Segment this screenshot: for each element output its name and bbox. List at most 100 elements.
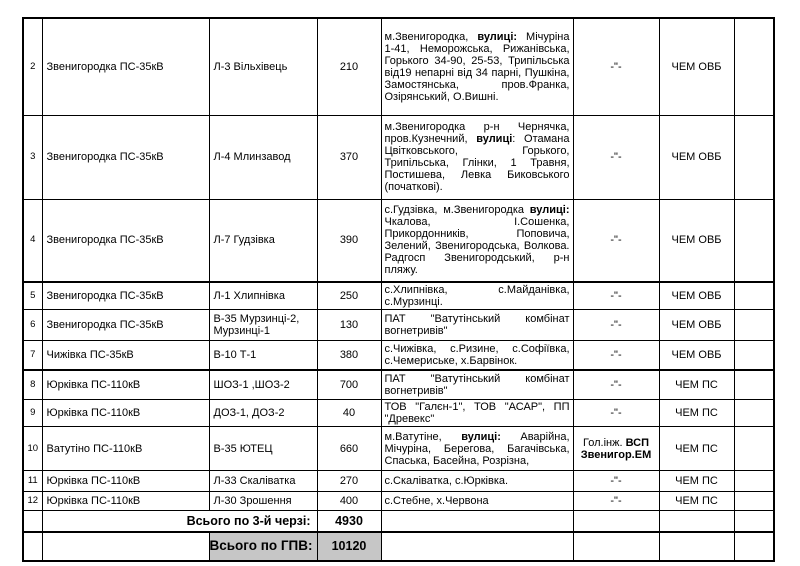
line-name-cell: В-10 Т-1 <box>208 340 318 370</box>
row-number: 10 <box>22 426 43 471</box>
substation-cell: Звенигородка ПС-35кВ <box>41 281 210 310</box>
table-row: 6 Звенигородка ПС-35кВ В-35 Мурзинці-2, … <box>22 309 775 341</box>
description-cell: с.Стебне, х.Червона <box>380 491 574 511</box>
length-cell: 40 <box>316 399 382 427</box>
responsible-cell: -"- <box>572 198 660 283</box>
responsible-text: -"- <box>610 319 622 331</box>
length-cell: 210 <box>316 17 382 116</box>
substation-cell: Звенигородка ПС-35кВ <box>41 17 210 116</box>
row-number: 9 <box>22 399 43 427</box>
extra-cell <box>733 426 775 471</box>
unit-cell: ЧЕМ ПС <box>658 426 735 471</box>
table-row: 2 Звенигородка ПС-35кВ Л-3 Вільхівець 21… <box>22 17 775 116</box>
description-cell-empty <box>380 510 574 532</box>
description-text: с.Чижівка, с.Ризине, с.Софіївка, с.Чемер… <box>384 342 570 367</box>
extra-cell <box>733 340 775 370</box>
power-lines-table: 2 Звенигородка ПС-35кВ Л-3 Вільхівець 21… <box>22 17 775 562</box>
table-row: 4 Звенигородка ПС-35кВ Л-7 Гудзівка 390 … <box>22 198 775 283</box>
substation-cell: Юрківка ПС-110кВ <box>41 399 210 427</box>
row-number: 12 <box>22 491 43 511</box>
description-bold-text: вулиці: <box>461 430 501 443</box>
description-bold-text: вулиці: <box>529 204 570 217</box>
description-cell: ПАТ "Ватутінський комбінат вогнетривів" <box>380 368 574 400</box>
responsible-cell: -"- <box>572 114 660 200</box>
description-cell: м.Звенигородка р-н Чернячка, пров.Кузнеч… <box>380 114 574 200</box>
line-name-cell: Л-1 Хлипнівка <box>208 281 318 310</box>
row-number: 3 <box>22 114 43 200</box>
description-text: м.Ватутіне, <box>384 430 462 443</box>
substation-cell: Юрківка ПС-110кВ <box>41 491 210 511</box>
description-bold-text: вулиці <box>476 133 513 145</box>
length-cell: 270 <box>316 470 382 492</box>
total-row-3rd-stage: Всього по 3-й черзі: 4930 <box>22 510 775 532</box>
length-cell: 400 <box>316 491 382 511</box>
responsible-cell: -"- <box>572 281 660 310</box>
description-cell: м.Звенигородка, вулиці: Мічуріна 1-41, Н… <box>380 17 574 116</box>
responsible-cell: -"- <box>572 470 660 492</box>
num-cell-empty <box>22 530 43 561</box>
unit-cell: ЧЕМ ОВБ <box>658 309 735 341</box>
line-name-cell: В-35 Мурзинці-2, Мурзинці-1 <box>208 309 318 341</box>
responsible-cell: -"- <box>572 399 660 427</box>
extra-cell <box>733 281 775 310</box>
responsible-text: -"- <box>610 475 622 487</box>
responsible-cell-empty <box>572 510 660 532</box>
extra-cell <box>733 470 775 492</box>
unit-cell: ЧЕМ ПС <box>658 470 735 492</box>
description-text: ТОВ "Галєн-1", ТОВ "АСАР", ПП "Древекс" <box>384 401 570 425</box>
responsible-cell: -"- <box>572 368 660 400</box>
unit-cell-empty <box>658 530 735 561</box>
row-number: 5 <box>22 281 43 310</box>
line-name-cell: ШОЗ-1 ,ШОЗ-2 <box>208 368 318 400</box>
responsible-text: Гол.інж. <box>583 436 626 449</box>
table-row: 8 Юрківка ПС-110кВ ШОЗ-1 ,ШОЗ-2 700 ПАТ … <box>22 368 775 400</box>
description-bold-text: вулиці: <box>477 30 518 43</box>
responsible-text: -"- <box>610 378 622 391</box>
description-cell: с.Хлипнівка, с.Майданівка, с.Мурзинці. <box>380 281 574 310</box>
row-number: 2 <box>22 17 43 116</box>
length-cell: 130 <box>316 309 382 341</box>
responsible-text: -"- <box>610 348 622 361</box>
line-name-cell: Л-30 Зрошення <box>208 491 318 511</box>
length-cell: 380 <box>316 340 382 370</box>
description-text: : Отамана Цвітковського, Горького, Трипі… <box>384 133 570 193</box>
extra-cell <box>733 368 775 400</box>
table-row: 3 Звенигородка ПС-35кВ Л-4 Млинзавод 370… <box>22 114 775 200</box>
line-name-cell: ДОЗ-1, ДОЗ-2 <box>208 399 318 427</box>
substation-cell: Звенигородка ПС-35кВ <box>41 198 210 283</box>
description-cell: с.Чижівка, с.Ризине, с.Софіївка, с.Чемер… <box>380 340 574 370</box>
responsible-text: -"- <box>610 495 622 507</box>
total-value: 4930 <box>316 510 382 532</box>
responsible-cell-empty <box>572 530 660 561</box>
length-cell: 370 <box>316 114 382 200</box>
extra-cell <box>733 198 775 283</box>
total-label: Всього по 3-й черзі: <box>41 510 318 532</box>
unit-cell: ЧЕМ ОВБ <box>658 17 735 116</box>
description-text: с.Хлипнівка, с.Майданівка, с.Мурзинці. <box>384 284 570 308</box>
length-cell: 250 <box>316 281 382 310</box>
table-row: 10 Ватутіно ПС-110кВ В-35 ЮТЕЦ 660 м.Ват… <box>22 426 775 471</box>
unit-cell: ЧЕМ ОВБ <box>658 114 735 200</box>
unit-cell: ЧЕМ ПС <box>658 368 735 400</box>
total-label: Всього по ГПВ: <box>208 530 318 561</box>
description-text: с.Стебне, х.Червона <box>384 495 489 507</box>
unit-cell: ЧЕМ ОВБ <box>658 198 735 283</box>
description-cell: с.Скаліватка, с.Юрківка. <box>380 470 574 492</box>
description-text: м.Звенигородка р-н Чернячка, пров.Кузнеч… <box>384 121 570 145</box>
extra-cell <box>733 530 775 561</box>
responsible-text: -"- <box>610 151 622 163</box>
description-text: Мічуріна 1-41, Неморожська, Рижанівська,… <box>384 30 570 103</box>
num-cell-empty <box>22 510 43 532</box>
substation-cell: Ватутіно ПС-110кВ <box>41 426 210 471</box>
extra-cell <box>733 17 775 116</box>
extra-cell <box>733 309 775 341</box>
description-text: Аварійна, Мічуріна, Берегова, Багачівськ… <box>384 430 570 467</box>
substation-cell: Звенигородка ПС-35кВ <box>41 309 210 341</box>
responsible-cell: -"- <box>572 17 660 116</box>
responsible-text: -"- <box>610 60 622 73</box>
description-cell-empty <box>380 530 574 561</box>
unit-cell: ЧЕМ ПС <box>658 399 735 427</box>
unit-cell: ЧЕМ ПС <box>658 491 735 511</box>
unit-cell: ЧЕМ ОВБ <box>658 340 735 370</box>
substation-cell: Юрківка ПС-110кВ <box>41 470 210 492</box>
